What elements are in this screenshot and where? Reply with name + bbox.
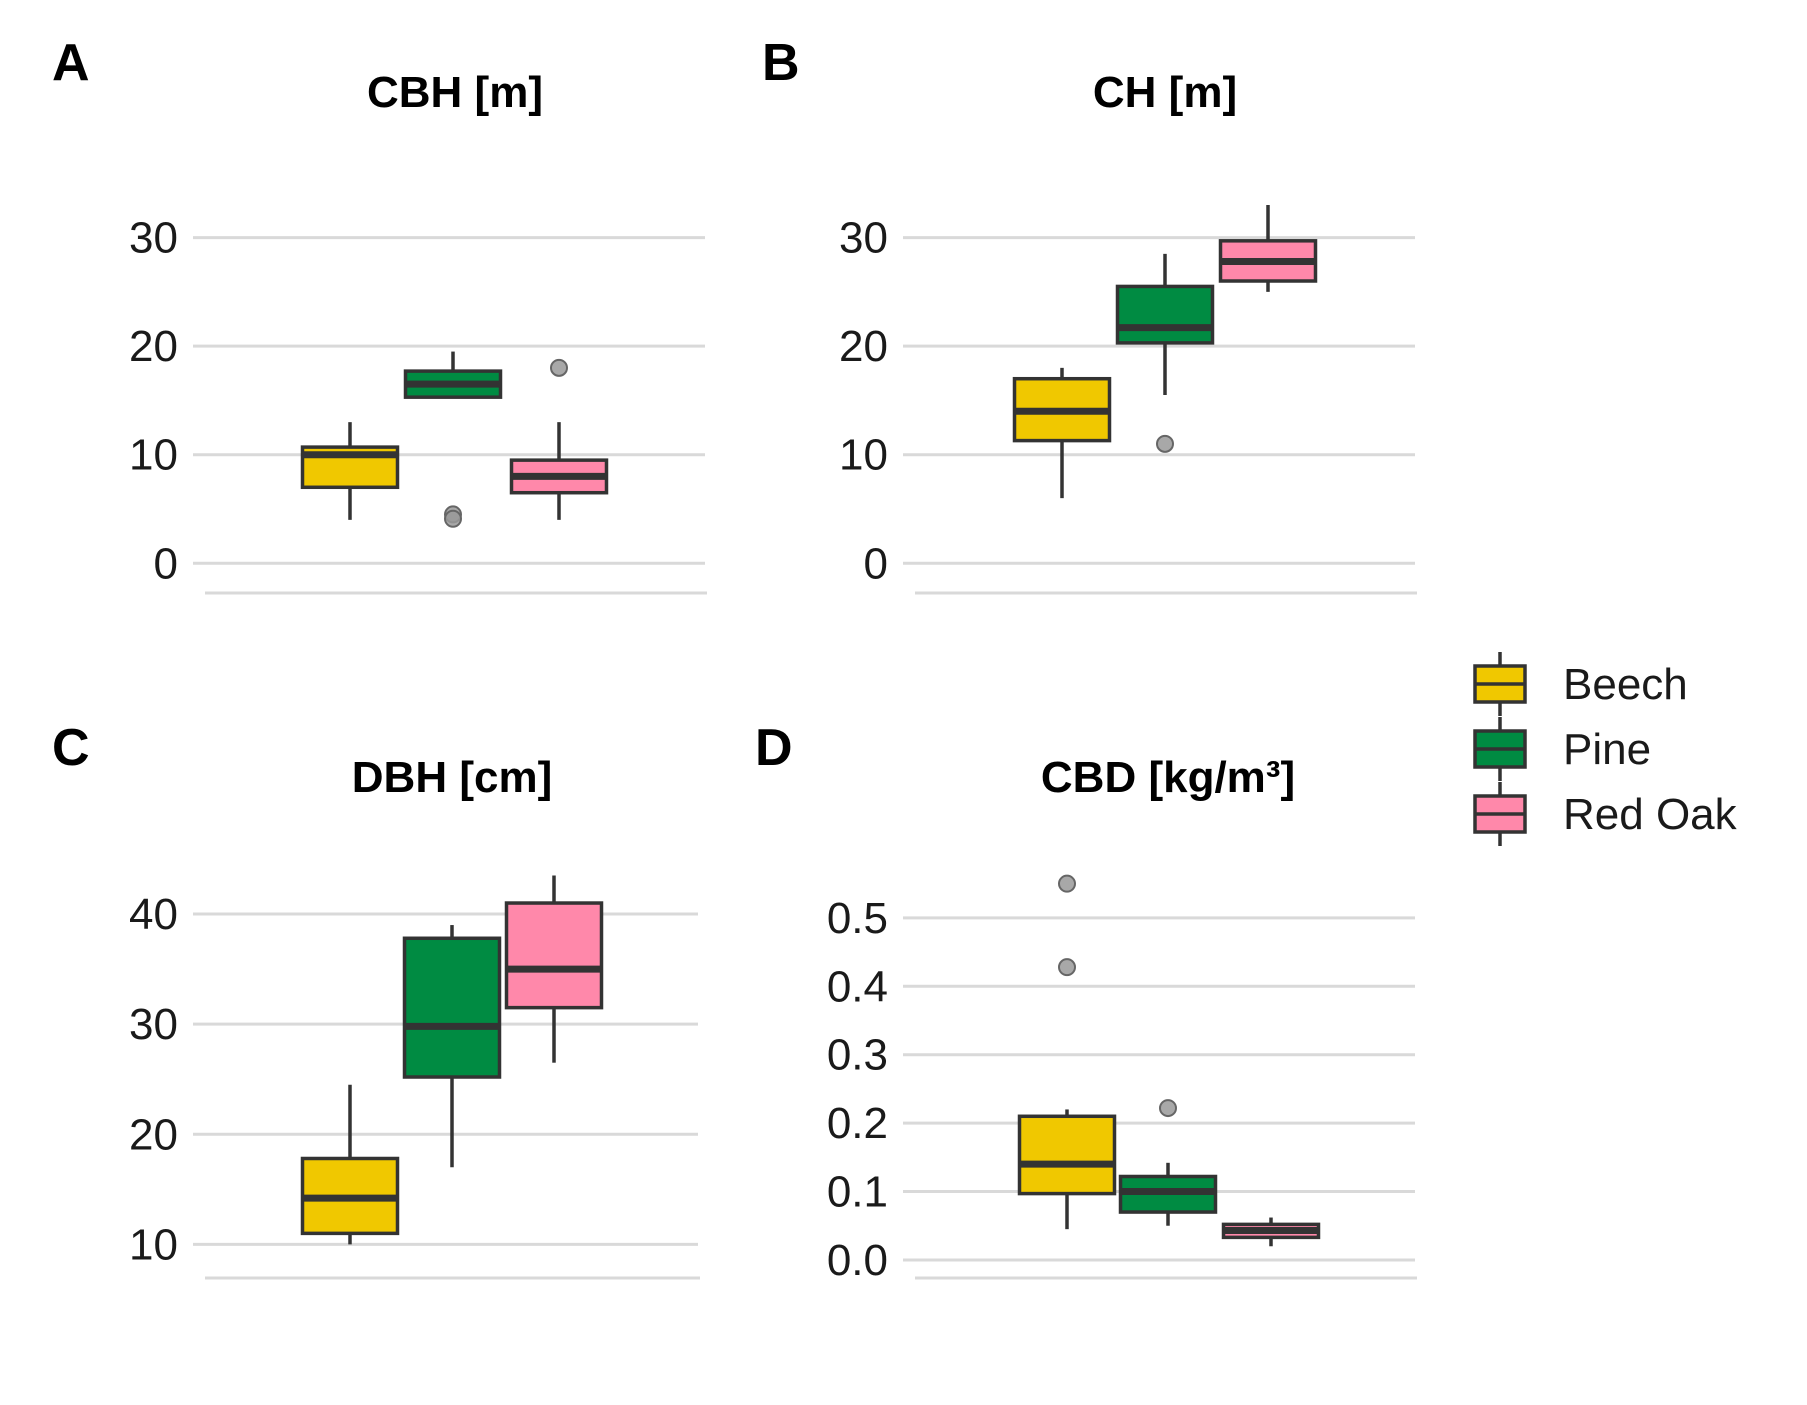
box-beech — [300, 422, 400, 520]
outlier-point — [444, 509, 462, 528]
panel-title: CH [m] — [1093, 68, 1237, 117]
y-tick-label: 0.3 — [827, 1031, 888, 1080]
legend: Beech Pine Red Oak — [1473, 652, 1738, 846]
box-beech — [300, 1084, 400, 1245]
y-tick-label: 40 — [129, 890, 178, 939]
iqr-box — [1017, 1114, 1117, 1196]
y-tick-label: 0.1 — [827, 1168, 888, 1217]
y-tick-label: 20 — [129, 322, 178, 371]
y-tick-label: 30 — [129, 1000, 178, 1049]
outlier-point — [1058, 874, 1076, 893]
panel-d: D CBD [kg/m³] 0.0 0.1 0.2 0.3 0.4 0.5 — [755, 719, 1417, 1285]
y-tick-label: 30 — [129, 214, 178, 263]
y-tick-label: 10 — [839, 431, 888, 480]
iqr-box — [402, 936, 502, 1079]
box-pine — [1115, 253, 1215, 453]
box-beech — [1017, 874, 1117, 1230]
y-tick-label: 0.4 — [827, 962, 888, 1011]
y-tick-label: 0.0 — [827, 1236, 888, 1285]
legend-key — [1473, 652, 1527, 716]
outlier-point — [550, 358, 568, 377]
box-pine — [402, 925, 502, 1168]
panel-title: DBH [cm] — [352, 753, 552, 802]
box-pine — [1118, 1099, 1218, 1226]
iqr-box — [1115, 284, 1215, 345]
box-red-oak — [1221, 1217, 1321, 1247]
panel-a: A CBH [m] 0 10 20 30 — [52, 34, 707, 595]
legend-label: Beech — [1563, 660, 1688, 709]
outlier-point — [1058, 958, 1076, 977]
legend-label: Red Oak — [1563, 790, 1738, 839]
panel-label: A — [52, 34, 90, 92]
legend-item-pine: Pine — [1473, 717, 1651, 781]
y-tick-label: 10 — [129, 431, 178, 480]
panel-label: B — [762, 34, 800, 92]
y-tick-label: 20 — [129, 1110, 178, 1159]
box-beech — [1012, 367, 1112, 499]
legend-item-red-oak: Red Oak — [1473, 782, 1738, 846]
y-tick-label: 0 — [864, 539, 888, 588]
box-red-oak — [509, 358, 609, 520]
legend-label: Pine — [1563, 725, 1651, 774]
panel-label: C — [52, 719, 90, 777]
y-tick-label: 0.5 — [827, 894, 888, 943]
panel-b: B CH [m] 0 10 20 30 — [762, 34, 1417, 595]
y-tick-label: 0.2 — [827, 1099, 888, 1148]
outlier-point — [1159, 1099, 1177, 1118]
y-tick-label: 10 — [129, 1220, 178, 1269]
panel-c: C DBH [cm] 10 20 30 40 — [52, 719, 700, 1280]
box-red-oak — [504, 875, 604, 1063]
outlier-point — [1156, 434, 1174, 453]
y-tick-label: 20 — [839, 322, 888, 371]
iqr-box — [504, 901, 604, 1010]
box-red-oak — [1218, 205, 1318, 292]
legend-key — [1473, 782, 1527, 846]
panel-label: D — [755, 719, 793, 777]
y-tick-label: 0 — [154, 539, 178, 588]
panel-title: CBD [kg/m³] — [1041, 753, 1295, 802]
legend-key — [1473, 717, 1527, 781]
legend-item-beech: Beech — [1473, 652, 1688, 716]
y-tick-label: 30 — [839, 214, 888, 263]
panel-title: CBH [m] — [367, 68, 543, 117]
box-pine — [403, 351, 503, 528]
